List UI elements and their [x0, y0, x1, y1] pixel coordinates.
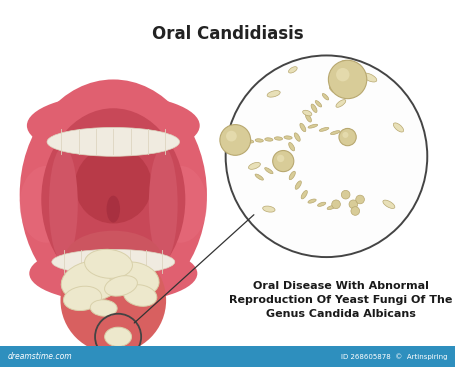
Ellipse shape: [274, 137, 283, 140]
Ellipse shape: [274, 161, 283, 167]
Ellipse shape: [318, 202, 326, 206]
Ellipse shape: [329, 86, 336, 93]
Ellipse shape: [327, 205, 336, 209]
Ellipse shape: [84, 249, 132, 278]
Ellipse shape: [363, 73, 377, 82]
Ellipse shape: [29, 245, 197, 302]
Circle shape: [220, 125, 251, 155]
Ellipse shape: [49, 147, 78, 262]
Text: ID 268605878  ©  Artinspiring: ID 268605878 © Artinspiring: [341, 353, 447, 360]
Ellipse shape: [149, 147, 178, 262]
Ellipse shape: [90, 300, 117, 316]
Ellipse shape: [342, 61, 349, 70]
Ellipse shape: [105, 276, 137, 296]
Circle shape: [339, 128, 356, 146]
Ellipse shape: [264, 168, 273, 174]
Ellipse shape: [393, 123, 403, 132]
Ellipse shape: [294, 133, 300, 141]
Ellipse shape: [255, 174, 264, 180]
Ellipse shape: [267, 91, 280, 97]
Ellipse shape: [300, 123, 306, 132]
Ellipse shape: [319, 128, 329, 131]
Circle shape: [277, 155, 284, 162]
Ellipse shape: [295, 181, 301, 189]
Ellipse shape: [265, 138, 273, 141]
Ellipse shape: [61, 261, 123, 302]
Circle shape: [351, 207, 360, 215]
Ellipse shape: [322, 94, 328, 100]
Ellipse shape: [289, 171, 295, 180]
Circle shape: [273, 150, 294, 172]
Circle shape: [341, 190, 350, 199]
Circle shape: [336, 68, 349, 82]
Ellipse shape: [20, 79, 207, 310]
Ellipse shape: [248, 162, 260, 169]
Text: dreamstime.com: dreamstime.com: [8, 352, 73, 361]
Ellipse shape: [41, 108, 185, 291]
Ellipse shape: [283, 152, 289, 160]
Ellipse shape: [315, 101, 322, 107]
Circle shape: [226, 55, 427, 257]
FancyBboxPatch shape: [0, 346, 455, 367]
Text: Oral Disease With Abnormal
Reproduction Of Yeast Fungi Of The
Genus Candida Albi: Oral Disease With Abnormal Reproduction …: [229, 281, 453, 319]
Ellipse shape: [284, 136, 292, 139]
Text: Oral Candidiasis: Oral Candidiasis: [152, 25, 303, 43]
Ellipse shape: [289, 67, 297, 73]
Ellipse shape: [311, 104, 317, 113]
Ellipse shape: [107, 196, 120, 223]
Ellipse shape: [308, 124, 318, 128]
Circle shape: [332, 200, 340, 209]
Ellipse shape: [289, 142, 295, 151]
Ellipse shape: [105, 327, 132, 346]
Ellipse shape: [75, 147, 152, 224]
Ellipse shape: [263, 206, 275, 212]
Ellipse shape: [61, 248, 166, 353]
Ellipse shape: [283, 162, 289, 170]
Ellipse shape: [301, 190, 307, 199]
Ellipse shape: [336, 99, 346, 107]
Ellipse shape: [303, 110, 312, 116]
Ellipse shape: [52, 249, 175, 275]
Ellipse shape: [308, 199, 316, 203]
Ellipse shape: [255, 139, 264, 142]
Ellipse shape: [330, 131, 340, 135]
Circle shape: [356, 195, 365, 204]
Ellipse shape: [20, 166, 73, 243]
Circle shape: [349, 200, 358, 209]
Ellipse shape: [306, 114, 311, 122]
Ellipse shape: [124, 285, 157, 306]
Ellipse shape: [383, 200, 395, 208]
Circle shape: [328, 60, 367, 99]
Ellipse shape: [64, 286, 101, 310]
Ellipse shape: [47, 128, 180, 156]
Circle shape: [226, 131, 237, 141]
Ellipse shape: [110, 262, 159, 297]
Ellipse shape: [154, 166, 207, 243]
Circle shape: [342, 132, 348, 138]
Ellipse shape: [27, 94, 200, 157]
Ellipse shape: [65, 231, 161, 283]
Ellipse shape: [246, 140, 254, 143]
